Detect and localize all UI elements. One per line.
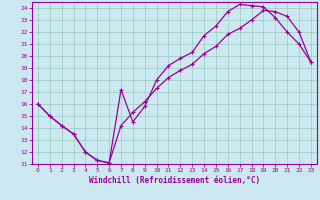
X-axis label: Windchill (Refroidissement éolien,°C): Windchill (Refroidissement éolien,°C) [89, 176, 260, 185]
